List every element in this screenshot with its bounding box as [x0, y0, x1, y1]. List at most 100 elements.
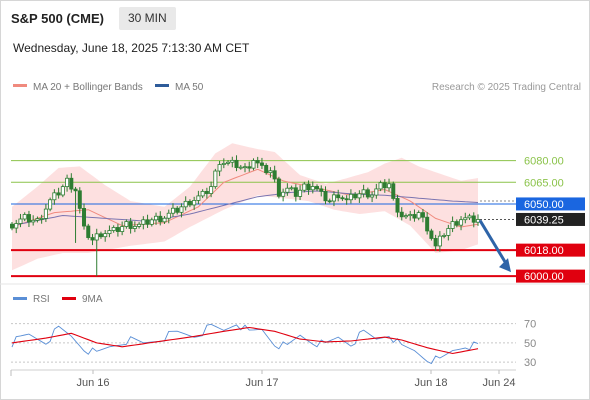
x-tick-label: Jun 16 — [76, 377, 109, 389]
ma50-line — [11, 190, 479, 227]
level-tag-6065.00: 6065.00 — [524, 177, 564, 189]
candle — [446, 224, 451, 241]
candle — [18, 213, 23, 228]
x-tick-label: Jun 18 — [414, 377, 447, 389]
candle — [230, 156, 235, 168]
rsi-ma9-line — [11, 326, 479, 355]
candle — [327, 198, 332, 204]
main-plot: 6080.00 6065.00 6050.00 6039.25 6018.00 6000.… — [9, 143, 585, 283]
rsi-ma-legend-swatch — [62, 297, 76, 300]
header: S&P 500 (CME) 30 MIN — [0, 6, 590, 32]
arrow-down-right-icon — [478, 219, 511, 273]
candle — [187, 199, 192, 208]
candle — [175, 206, 180, 215]
rsi-level-label-30: 30 — [524, 357, 536, 369]
candle — [255, 156, 260, 169]
candle — [378, 180, 383, 192]
candle — [268, 167, 273, 178]
ma20-legend-swatch — [13, 84, 27, 87]
candle — [450, 216, 455, 233]
candle — [302, 181, 307, 193]
candle — [158, 211, 163, 226]
candle — [412, 209, 417, 222]
candle — [259, 157, 264, 170]
candle — [374, 183, 379, 199]
candle — [319, 185, 324, 197]
candle — [162, 216, 167, 224]
candle — [43, 204, 48, 223]
candle — [387, 178, 392, 192]
candle — [276, 176, 281, 199]
x-axis: Jun 16 Jun 17 Jun 18 Jun 24 — [10, 370, 516, 389]
ma20-legend-label: MA 20 + Bollinger Bands — [33, 82, 143, 93]
candle — [120, 221, 125, 236]
x-tick-label: Jun 17 — [245, 377, 278, 389]
candle — [403, 213, 408, 219]
candle — [471, 212, 476, 228]
ma50-legend-swatch — [155, 84, 169, 87]
candle — [132, 221, 137, 233]
candle — [425, 212, 430, 235]
candle — [35, 216, 40, 223]
level-tag-6039.25: 6039.25 — [524, 214, 564, 226]
candle — [234, 155, 239, 172]
candle — [209, 181, 214, 198]
candle — [9, 221, 14, 231]
candle — [395, 194, 400, 218]
candle — [370, 191, 375, 203]
credit-label: Research © 2025 Trading Central — [432, 82, 581, 93]
candle — [98, 231, 103, 239]
candle — [293, 184, 298, 202]
rsi-level-label-50: 50 — [524, 338, 536, 350]
candle — [416, 210, 421, 221]
candle — [73, 186, 78, 243]
candle — [437, 231, 442, 252]
candle — [323, 186, 328, 205]
candle — [361, 184, 366, 198]
candle — [399, 207, 404, 221]
candle — [179, 203, 184, 218]
symbol-title: S&P 500 (CME) — [11, 11, 104, 26]
level-tag-bg-6018.00 — [516, 243, 585, 257]
candle — [137, 222, 142, 229]
candle — [145, 214, 150, 228]
candle — [340, 195, 345, 201]
candle — [382, 179, 387, 193]
candle — [247, 161, 252, 172]
candle — [213, 168, 218, 189]
candle — [408, 210, 413, 221]
candle — [14, 219, 19, 234]
candle — [289, 185, 294, 191]
candle — [298, 185, 303, 201]
candle — [115, 223, 120, 237]
rsi-level-label-70: 70 — [524, 319, 536, 331]
candle — [365, 187, 370, 200]
level-tag-bg-6050.00 — [516, 197, 585, 211]
candle — [166, 209, 171, 224]
candle — [86, 223, 91, 240]
rsi-ma-legend-label: 9MA — [82, 294, 103, 305]
candle — [281, 188, 286, 202]
candle — [149, 217, 154, 227]
candle — [192, 196, 197, 211]
interval-badge[interactable]: 30 MIN — [119, 7, 176, 30]
candle — [170, 203, 175, 217]
level-tag-6080.00: 6080.00 — [524, 156, 564, 168]
candle — [331, 191, 336, 207]
candle — [154, 212, 159, 225]
candle — [196, 190, 201, 205]
candle — [22, 212, 27, 222]
candle — [420, 208, 425, 223]
candle — [238, 164, 243, 170]
candle — [336, 189, 341, 202]
candle — [242, 163, 247, 173]
datetime: Wednesday, June 18, 2025 7:13:30 AM CET — [13, 41, 250, 55]
candle — [217, 160, 222, 177]
rsi-legend-swatch — [13, 297, 27, 300]
candle — [56, 187, 61, 199]
candle — [26, 210, 31, 227]
candle — [463, 212, 468, 224]
candle — [306, 180, 311, 195]
candle — [94, 228, 99, 277]
